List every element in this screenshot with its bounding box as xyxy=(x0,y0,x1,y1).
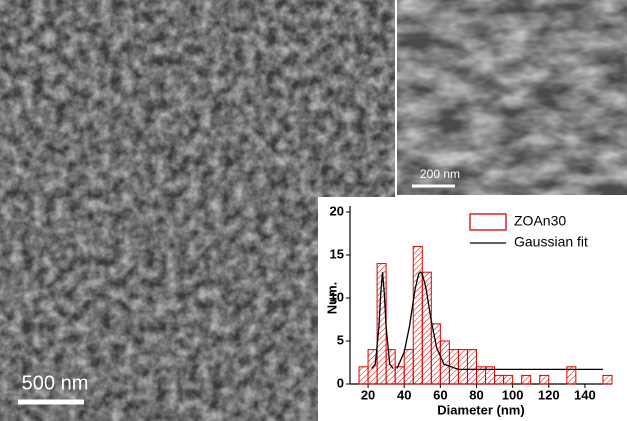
legend-label: Gaussian fit xyxy=(514,234,588,250)
x-tick-label: 40 xyxy=(397,387,411,402)
bar xyxy=(394,366,405,385)
x-tick-label: 80 xyxy=(469,387,483,402)
bar xyxy=(412,245,423,385)
legend-swatch xyxy=(469,213,507,231)
bar xyxy=(439,340,450,385)
y-tick-label: 15 xyxy=(330,246,344,261)
x-tick-label: 140 xyxy=(574,387,596,402)
bar xyxy=(403,349,414,385)
sem-inset-texture xyxy=(397,0,627,195)
bar xyxy=(421,271,432,385)
y-tick-label: 20 xyxy=(330,203,344,218)
legend-label: ZOAn30 xyxy=(514,213,566,229)
y-tick-label: 0 xyxy=(337,375,344,390)
bar xyxy=(566,366,577,385)
x-tick-label: 60 xyxy=(433,387,447,402)
x-axis-label: Diameter (nm) xyxy=(437,402,524,417)
y-axis-label: Num. xyxy=(324,282,339,315)
bar xyxy=(466,349,477,385)
histogram: 0 5 10 15 20 20 40 60 80 100 120 140 ZOAn30 Gaussian … xyxy=(330,203,613,402)
y-tick-label: 5 xyxy=(337,332,344,347)
bar xyxy=(494,374,505,385)
scale-label: 200 nm xyxy=(420,167,460,181)
bar xyxy=(358,366,369,385)
bar xyxy=(503,374,514,385)
bar xyxy=(539,374,550,385)
bar xyxy=(457,349,468,385)
bar xyxy=(385,349,396,385)
bar xyxy=(602,374,613,385)
x-tick-label: 100 xyxy=(502,387,524,402)
x-tick-label: 120 xyxy=(538,387,560,402)
scale-label: 500 nm xyxy=(22,372,89,394)
y-tick-label: 10 xyxy=(330,289,344,304)
fit-line xyxy=(371,271,603,371)
x-tick-label: 20 xyxy=(361,387,375,402)
bar xyxy=(521,374,532,385)
